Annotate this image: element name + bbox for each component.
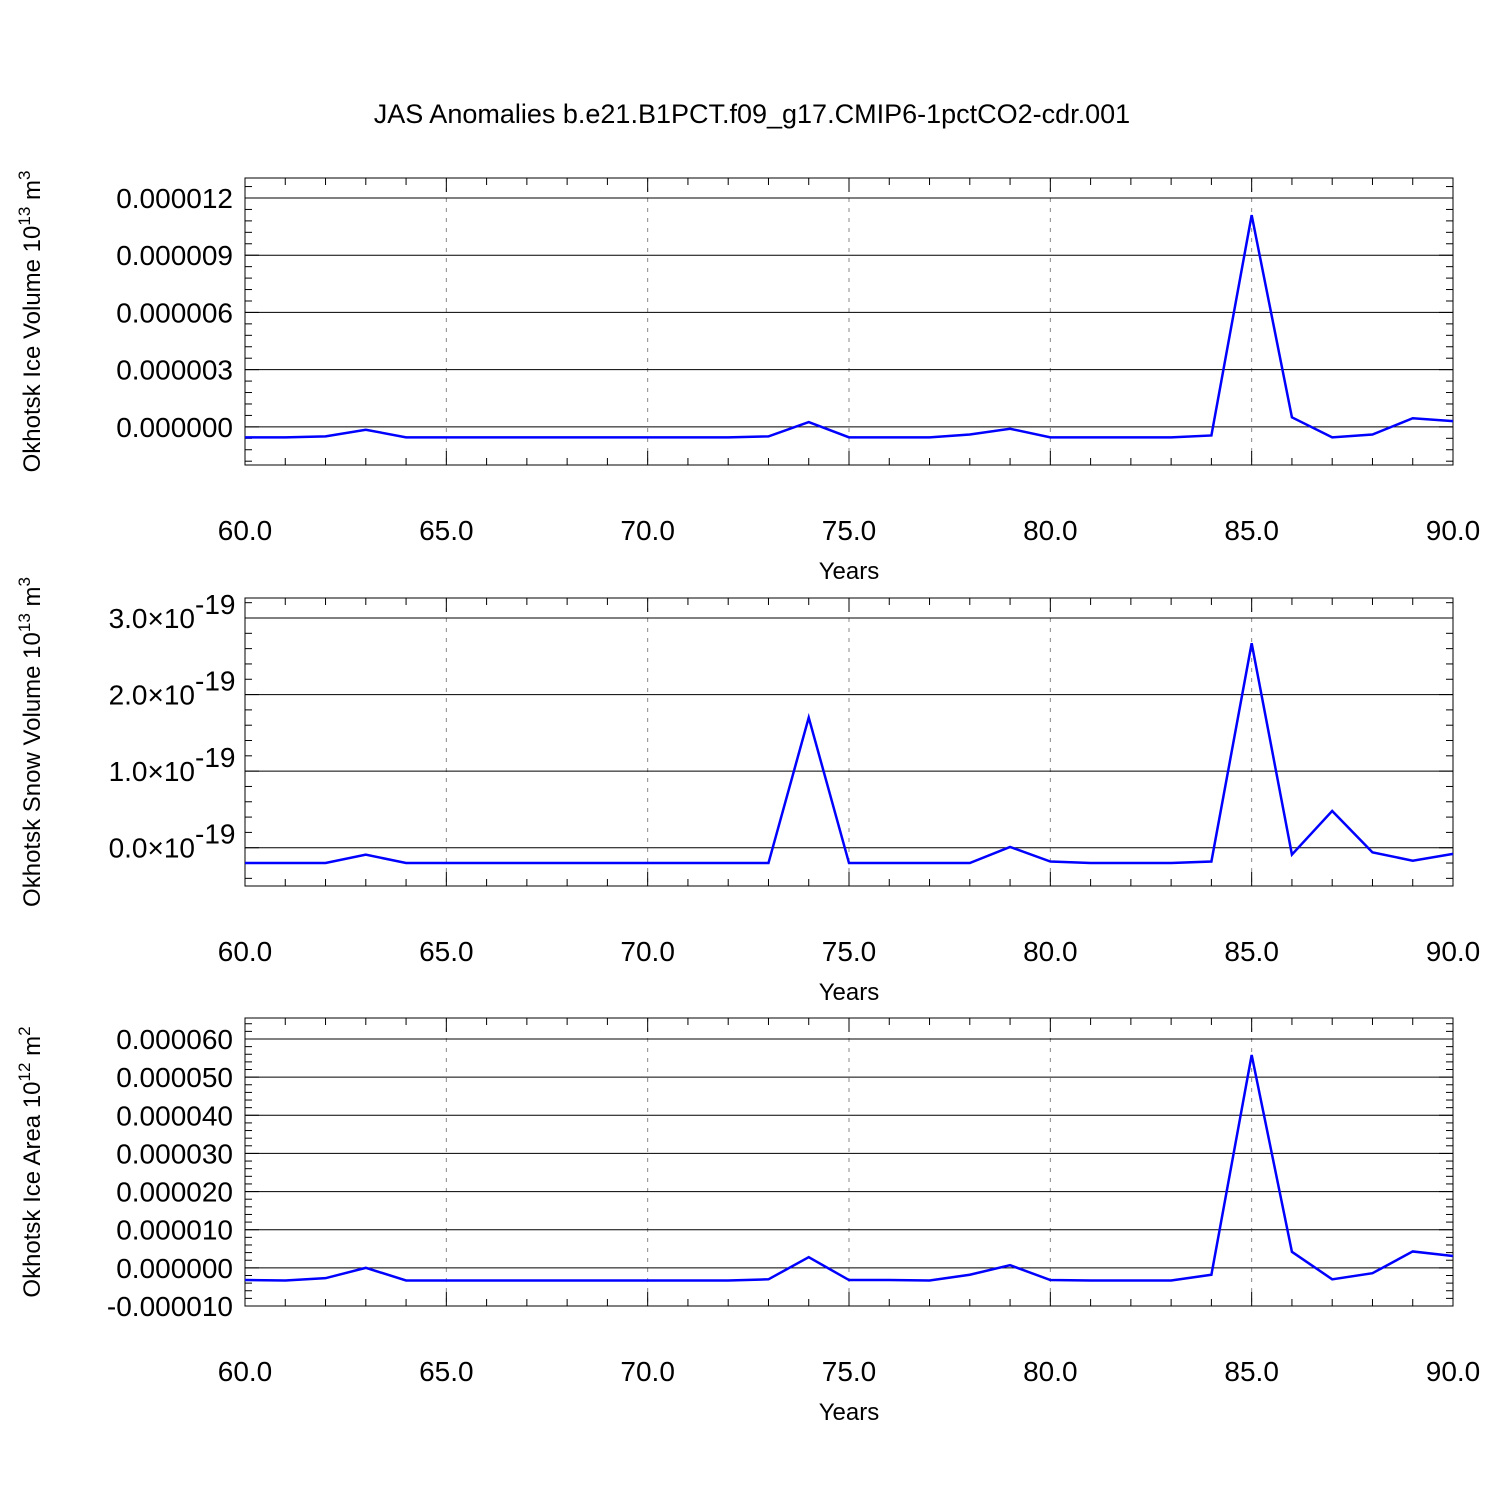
x-tick-label: 75.0 <box>822 515 877 546</box>
y-tick-label: 0.000003 <box>116 355 233 386</box>
y-tick-label: 3.0×10 <box>109 603 195 634</box>
series-line-1 <box>244 1054 1454 1282</box>
y-axis-label: Okhotsk Snow Volume 1013 m3 <box>15 577 46 907</box>
x-tick-label: 60.0 <box>218 936 273 967</box>
y-tick-label: 0.000006 <box>116 297 233 328</box>
chart-panel-3: 60.0 65.0 70.0 75.0 80.0 85.0 90.0 Years -0.0000… <box>15 1017 1481 1426</box>
x-axis-label: Years <box>819 1399 880 1426</box>
y-tick-label: 0.000000 <box>116 1253 233 1284</box>
y-axis-label-unit-exp: 3 <box>15 577 34 586</box>
chart-panel-1: 60.0 65.0 70.0 75.0 80.0 85.0 90.0 Years 0.00000… <box>15 171 1480 585</box>
x-tick-label: 85.0 <box>1224 1356 1279 1387</box>
x-tick-label: 85.0 <box>1224 936 1279 967</box>
y-axis-label-exp: 12 <box>15 1063 34 1082</box>
y-tick-label: 0.000009 <box>116 240 233 271</box>
y-tick-exponent: -19 <box>195 819 235 850</box>
x-tick-label: 90.0 <box>1426 515 1481 546</box>
y-axis-label-text: Okhotsk Snow Volume 10 <box>19 632 46 907</box>
x-tick-label: 80.0 <box>1023 515 1078 546</box>
chart-panel-2: 60.0 65.0 70.0 75.0 80.0 85.0 90.0Years0.0×10-… <box>15 577 1480 1006</box>
x-axis-label: Years <box>819 979 880 1006</box>
x-tick-label: 80.0 <box>1023 1356 1078 1387</box>
x-tick-label: 60.0 <box>218 1356 273 1387</box>
y-tick-label: 0.000000 <box>116 412 233 443</box>
figure-title: JAS Anomalies b.e21.B1PCT.f09_g17.CMIP6-… <box>374 99 1130 129</box>
x-tick-label: 60.0 <box>218 515 273 546</box>
x-tick-label: 80.0 <box>1023 936 1078 967</box>
x-tick-label: 65.0 <box>419 936 474 967</box>
y-axis-label-unit-exp: 3 <box>15 171 34 180</box>
y-tick-label: 0.000030 <box>116 1138 233 1169</box>
x-tick-label: 90.0 <box>1426 936 1481 967</box>
series-line-1 <box>245 214 1454 439</box>
y-tick-label: 0.000012 <box>116 183 233 214</box>
x-tick-label: 70.0 <box>620 1356 675 1387</box>
y-tick-exponent: -19 <box>195 589 235 620</box>
x-tick-label: 85.0 <box>1224 515 1279 546</box>
chart-panels: 60.0 65.0 70.0 75.0 80.0 85.0 90.0 Years 0.00000… <box>15 171 1480 1426</box>
y-tick-label: 0.0×10 <box>109 833 195 864</box>
y-axis-label-unit: m <box>19 1036 46 1063</box>
x-tick-label: 65.0 <box>419 1356 474 1387</box>
y-tick-label: 1.0×10 <box>109 756 195 787</box>
x-tick-label: 75.0 <box>822 936 877 967</box>
y-axis-label: Okhotsk Ice Volume 1013 m3 <box>15 171 46 473</box>
y-tick-exponent: -19 <box>195 666 235 697</box>
y-axis-label-unit: m <box>19 180 46 207</box>
x-tick-label: 65.0 <box>419 515 474 546</box>
y-tick-label: 0.000020 <box>116 1177 233 1208</box>
y-tick-label: 0.000010 <box>116 1215 233 1246</box>
y-axis-label-text: Okhotsk Ice Volume 10 <box>19 226 46 473</box>
x-axis-label: Years <box>819 558 880 585</box>
series-line-1 <box>245 643 1454 865</box>
y-axis-label-exp: 13 <box>15 207 34 226</box>
x-tick-label: 75.0 <box>822 1356 877 1387</box>
y-tick-exponent: -19 <box>195 742 235 773</box>
y-axis-label-unit-exp: 2 <box>15 1026 34 1035</box>
y-tick-label: 2.0×10 <box>109 680 195 711</box>
x-tick-label: 70.0 <box>620 515 675 546</box>
y-axis-label-text: Okhotsk Ice Area 10 <box>19 1081 46 1297</box>
y-tick-label: 0.000040 <box>116 1100 233 1131</box>
y-axis-label-exp: 13 <box>15 613 34 632</box>
y-axis-label-unit: m <box>19 587 46 614</box>
y-tick-label: 0.000050 <box>116 1062 233 1093</box>
y-axis-label: Okhotsk Ice Area 1012 m2 <box>15 1026 46 1297</box>
y-tick-label: -0.000010 <box>107 1291 233 1322</box>
x-tick-label: 70.0 <box>620 936 675 967</box>
x-tick-label: 90.0 <box>1426 1356 1481 1387</box>
y-tick-label: 0.000060 <box>116 1024 233 1055</box>
